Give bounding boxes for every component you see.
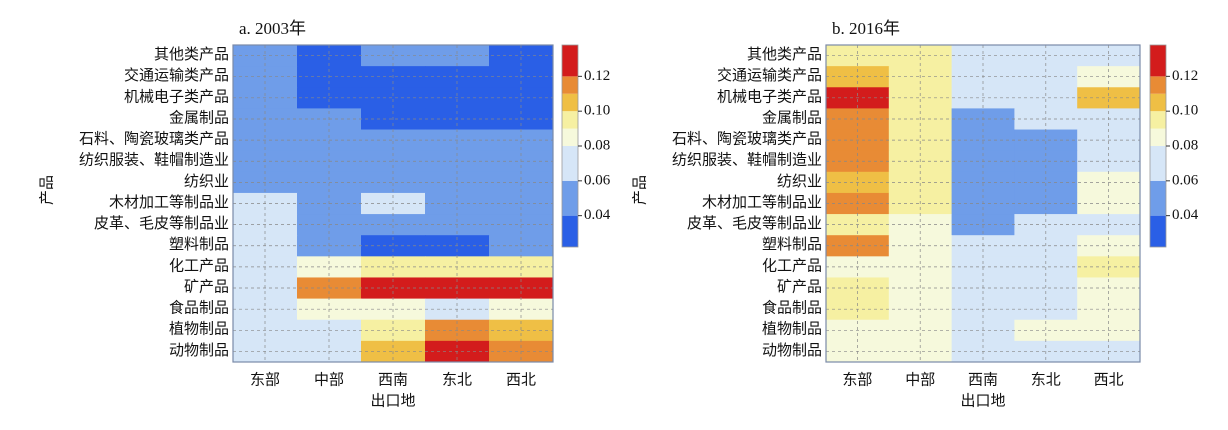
y-tick-label: 金属制品 bbox=[169, 109, 229, 126]
chart-title: b. 2016年 bbox=[832, 19, 900, 38]
colorbar-tick-label: 0.04 bbox=[1172, 207, 1199, 223]
colorbar-band bbox=[1150, 45, 1166, 77]
y-tick-label: 皮革、毛皮等制品业 bbox=[94, 214, 229, 232]
colorbar-band bbox=[562, 180, 578, 216]
y-tick-label: 其他类产品 bbox=[747, 46, 822, 63]
y-tick-label: 化工产品 bbox=[169, 257, 229, 274]
contour-cell bbox=[888, 87, 953, 109]
colorbar-band bbox=[562, 45, 578, 77]
y-tick-label: 石料、陶瓷玻璃类产品 bbox=[79, 131, 229, 148]
contour-cell bbox=[1014, 235, 1078, 257]
colorbar-band bbox=[1150, 146, 1166, 181]
y-tick-label: 塑料制品 bbox=[169, 236, 229, 253]
y-tick-label: 石料、陶瓷玻璃类产品 bbox=[672, 131, 822, 148]
contour-cell bbox=[888, 214, 953, 236]
plot-frame bbox=[232, 44, 554, 363]
y-tick-label: 塑料制品 bbox=[762, 236, 822, 253]
x-tick-label: 中部 bbox=[314, 371, 344, 388]
x-tick-label: 西北 bbox=[1094, 371, 1124, 388]
contour-cell bbox=[1014, 171, 1078, 194]
y-tick-label: 植物制品 bbox=[169, 321, 229, 338]
colorbar-band bbox=[562, 93, 578, 112]
y-tick-label: 机械电子类产品 bbox=[717, 88, 822, 105]
x-tick-label: 中部 bbox=[905, 371, 935, 388]
contour-cell bbox=[361, 319, 426, 342]
y-tick-label: 纺织业 bbox=[777, 173, 822, 190]
contour-cell bbox=[888, 277, 953, 300]
colorbar-band bbox=[562, 76, 578, 94]
x-tick-label: 东部 bbox=[842, 371, 872, 388]
y-tick-label: 机械电子类产品 bbox=[124, 88, 229, 105]
x-axis-label: 出口地 bbox=[370, 392, 415, 409]
contour-cell bbox=[888, 45, 953, 67]
y-tick-label: 矿产品 bbox=[777, 278, 822, 295]
x-tick-label: 东北 bbox=[1031, 371, 1061, 388]
contour-cell bbox=[1014, 214, 1078, 236]
colorbar-band bbox=[562, 146, 578, 181]
x-tick-label: 西南 bbox=[378, 371, 408, 388]
x-tick-label: 西北 bbox=[506, 371, 536, 388]
y-tick-label: 纺织服装、鞋帽制造业 bbox=[672, 152, 822, 169]
colorbar-band bbox=[1150, 215, 1166, 247]
contour-cell bbox=[1014, 87, 1078, 109]
y-tick-label: 动物制品 bbox=[762, 342, 822, 359]
y-tick-label: 木材加工等制品业 bbox=[702, 193, 822, 211]
contour-cell bbox=[361, 235, 426, 257]
y-tick-label: 植物制品 bbox=[762, 321, 822, 338]
colorbar-band bbox=[562, 111, 578, 129]
y-tick-label: 食品制品 bbox=[169, 300, 229, 317]
colorbar-tick-label: 0.08 bbox=[584, 137, 610, 153]
y-tick-label: 交通运输类产品 bbox=[124, 66, 229, 84]
colorbar-tick-label: 0.10 bbox=[1172, 103, 1198, 119]
y-tick-label: 皮革、毛皮等制品业 bbox=[687, 214, 822, 232]
colorbar-band bbox=[1150, 180, 1166, 216]
colorbar-tick-label: 0.06 bbox=[1172, 172, 1199, 188]
contour-cell bbox=[361, 277, 426, 300]
colorbar-band bbox=[1150, 111, 1166, 129]
contour-cell bbox=[361, 87, 426, 109]
plot-frame bbox=[825, 44, 1141, 363]
y-tick-label: 化工产品 bbox=[762, 257, 822, 274]
y-tick-label: 纺织业 bbox=[184, 173, 229, 190]
x-axis-label: 出口地 bbox=[960, 392, 1005, 409]
contour-cell bbox=[888, 129, 953, 152]
y-tick-label: 食品制品 bbox=[762, 300, 822, 317]
y-axis-label: 产品 bbox=[631, 175, 648, 205]
x-tick-label: 东北 bbox=[442, 371, 472, 388]
x-tick-label: 西南 bbox=[968, 371, 998, 388]
colorbar-tick-label: 0.06 bbox=[584, 172, 611, 188]
y-axis-label: 产品 bbox=[38, 175, 55, 205]
x-tick-label: 东部 bbox=[250, 371, 280, 388]
contour-cell bbox=[1014, 277, 1078, 300]
contour-cell bbox=[361, 129, 426, 152]
colorbar-tick-label: 0.12 bbox=[1172, 68, 1198, 84]
chart-title: a. 2003年 bbox=[239, 19, 306, 38]
contour-cell bbox=[361, 45, 426, 67]
y-tick-label: 木材加工等制品业 bbox=[109, 193, 229, 211]
colorbar-band bbox=[562, 215, 578, 247]
y-tick-label: 矿产品 bbox=[184, 278, 229, 295]
contour-cell bbox=[1014, 129, 1078, 152]
contour-cell bbox=[1014, 319, 1078, 342]
contour-cell bbox=[888, 235, 953, 257]
contour-cell bbox=[888, 319, 953, 342]
y-tick-label: 动物制品 bbox=[169, 342, 229, 359]
colorbar-tick-label: 0.08 bbox=[1172, 137, 1198, 153]
colorbar-tick-label: 0.04 bbox=[584, 207, 611, 223]
contour-cell bbox=[1014, 45, 1078, 67]
y-tick-label: 纺织服装、鞋帽制造业 bbox=[79, 152, 229, 169]
colorbar-band bbox=[1150, 76, 1166, 94]
contour-cell bbox=[361, 214, 426, 236]
y-tick-label: 金属制品 bbox=[762, 109, 822, 126]
colorbar-band bbox=[1150, 93, 1166, 112]
contour-cell bbox=[361, 171, 426, 194]
colorbar-tick-label: 0.10 bbox=[584, 103, 610, 119]
y-tick-label: 交通运输类产品 bbox=[717, 66, 822, 84]
y-tick-label: 其他类产品 bbox=[154, 46, 229, 63]
colorbar-band bbox=[562, 128, 578, 146]
colorbar-band bbox=[1150, 128, 1166, 146]
contour-cell bbox=[888, 171, 953, 194]
colorbar-tick-label: 0.12 bbox=[584, 68, 610, 84]
